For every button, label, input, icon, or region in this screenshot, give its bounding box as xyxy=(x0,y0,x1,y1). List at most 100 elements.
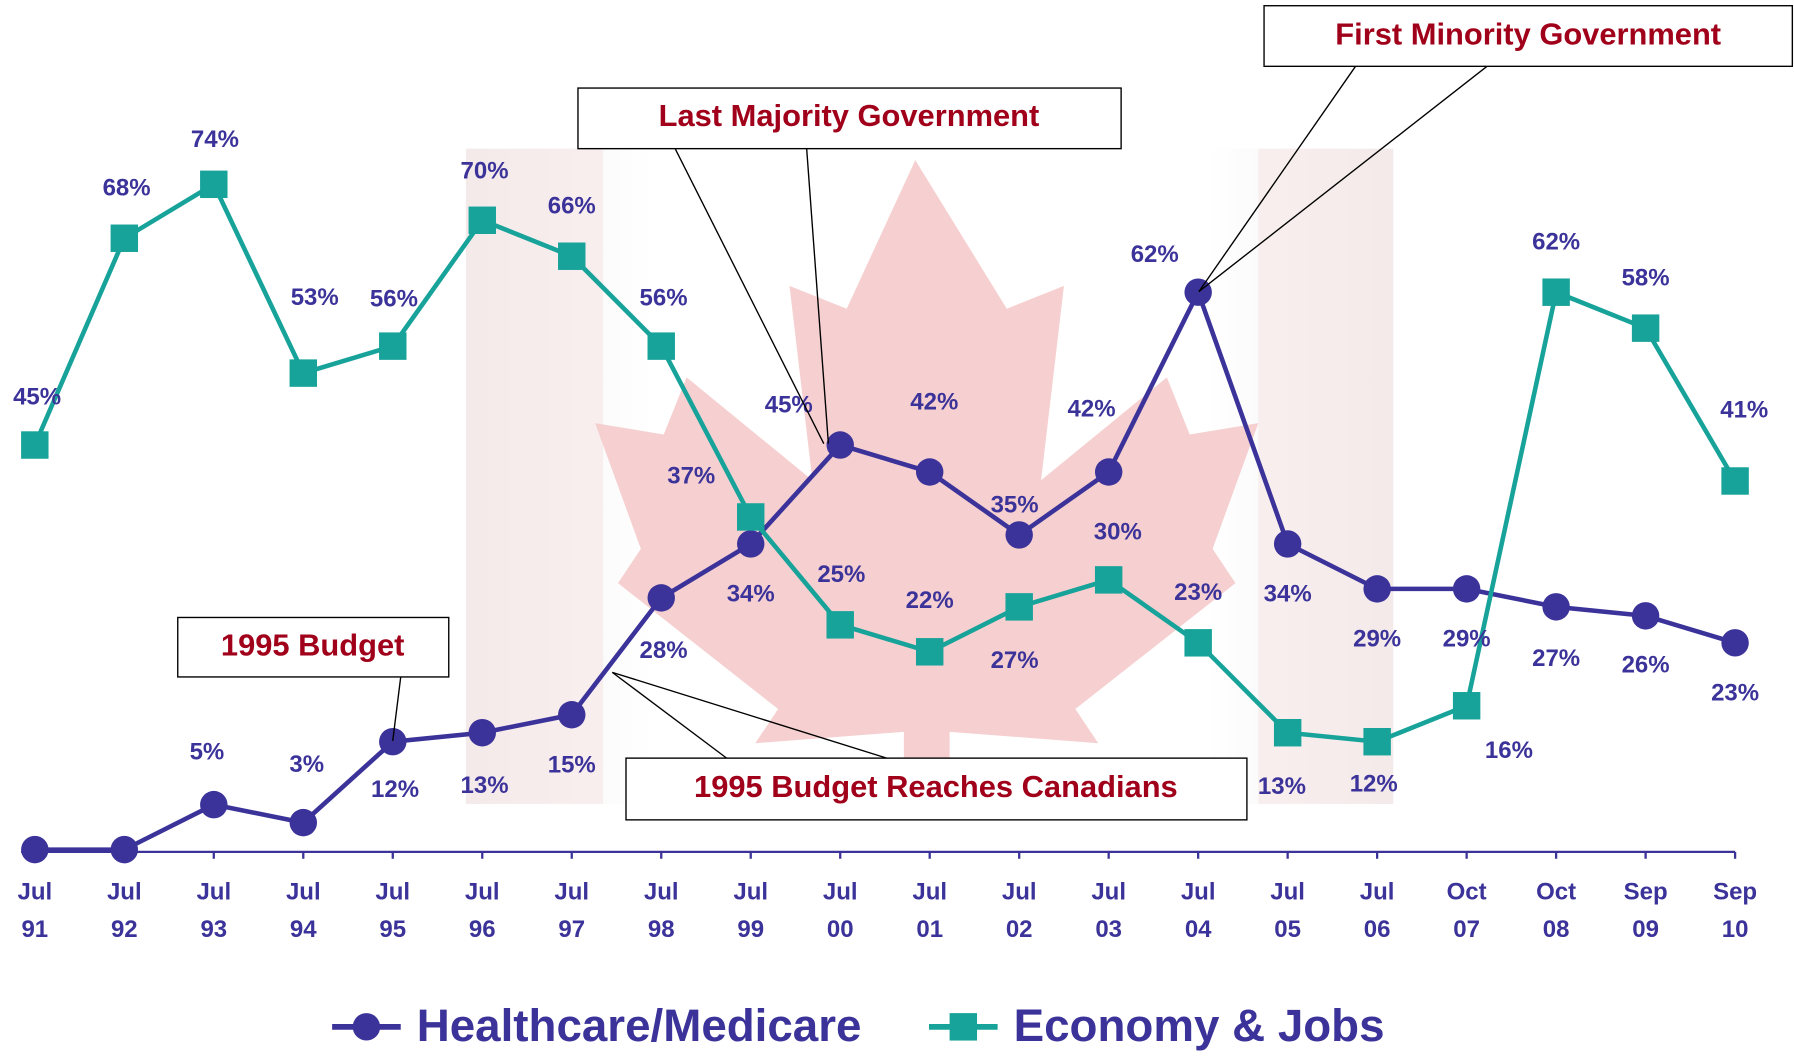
series-line xyxy=(32,181,1738,745)
value-label: 45% xyxy=(765,391,813,418)
point xyxy=(200,790,228,819)
value-label: 62% xyxy=(1532,228,1580,255)
point xyxy=(915,458,944,486)
value-label: 29% xyxy=(1353,626,1401,653)
legend-marker xyxy=(949,1013,978,1041)
x-tick-label: Jul xyxy=(1270,878,1305,905)
point xyxy=(558,701,586,729)
point xyxy=(1273,530,1302,558)
point xyxy=(1721,467,1749,495)
x-tick-label: Jul xyxy=(733,878,768,905)
value-label: 30% xyxy=(1094,518,1142,545)
x-tick-label: 97 xyxy=(558,916,585,943)
x-tick-label: 91 xyxy=(21,916,48,943)
value-label: 62% xyxy=(1131,241,1179,268)
x-tick-label: Sep xyxy=(1624,878,1668,905)
point xyxy=(1542,278,1570,306)
point xyxy=(1452,575,1481,603)
x-tick-label: Jul xyxy=(107,878,142,905)
point xyxy=(21,835,49,864)
x-tick-label: 09 xyxy=(1632,916,1659,943)
point xyxy=(110,835,139,864)
value-label: 53% xyxy=(291,284,339,311)
value-label: 34% xyxy=(1264,581,1312,608)
point xyxy=(1184,278,1212,306)
point xyxy=(1005,521,1033,549)
point xyxy=(379,332,407,360)
point xyxy=(468,206,496,234)
point xyxy=(289,359,318,387)
x-tick-label: Jul xyxy=(644,878,679,905)
annotations: 1995 Budget Last Majority Government Fir… xyxy=(177,5,1794,821)
point xyxy=(1542,593,1570,621)
x-tick-label: 02 xyxy=(1006,916,1033,943)
point xyxy=(1184,629,1212,657)
point xyxy=(737,503,765,531)
point xyxy=(468,719,496,747)
value-label: 28% xyxy=(640,637,688,664)
x-tick-label: Oct xyxy=(1447,878,1487,905)
value-label: 27% xyxy=(991,647,1039,674)
value-label: 70% xyxy=(461,158,509,185)
x-tick-label: Sep xyxy=(1713,878,1757,905)
value-label: 41% xyxy=(1720,397,1768,424)
point xyxy=(1631,314,1660,342)
x-tick-label: Jul xyxy=(1181,878,1216,905)
x-tick-label: 06 xyxy=(1364,916,1391,943)
value-label: 12% xyxy=(371,776,419,803)
value-label: 29% xyxy=(1443,626,1491,653)
value-label: 23% xyxy=(1174,579,1222,606)
x-tick-label: 94 xyxy=(290,916,317,943)
point xyxy=(379,727,407,756)
x-tick-label: Jul xyxy=(465,878,500,905)
x-tick-label: 96 xyxy=(469,916,496,943)
point xyxy=(1452,692,1481,720)
point xyxy=(1721,629,1749,657)
x-tick-label: Jul xyxy=(17,878,52,905)
legend-label: Economy & Jobs xyxy=(1014,1000,1385,1051)
point xyxy=(110,224,139,252)
x-tick-label: 03 xyxy=(1095,916,1122,943)
point xyxy=(1363,727,1391,756)
value-label: 58% xyxy=(1622,264,1670,291)
legend-label: Healthcare/Medicare xyxy=(417,1000,862,1051)
x-tick-label: Jul xyxy=(554,878,589,905)
legend: Healthcare/Medicare Economy & Jobs xyxy=(332,1000,1385,1051)
point xyxy=(21,431,49,459)
point xyxy=(1273,719,1302,747)
x-tick-label: 05 xyxy=(1274,916,1301,943)
value-label: 42% xyxy=(910,389,958,416)
legend-marker xyxy=(352,1013,381,1041)
value-label: 25% xyxy=(817,561,865,588)
x-tick-label: 95 xyxy=(379,916,406,943)
point xyxy=(1094,566,1123,594)
x-tick-label: Jul xyxy=(912,878,947,905)
x-tick-label: Jul xyxy=(1002,878,1037,905)
x-tick-label: Jul xyxy=(286,878,321,905)
value-label: 27% xyxy=(1532,645,1580,672)
x-tick-label: Jul xyxy=(196,878,231,905)
point xyxy=(915,638,944,666)
x-tick-label: Jul xyxy=(375,878,410,905)
point xyxy=(1631,602,1660,630)
value-label: 13% xyxy=(1258,773,1306,800)
x-tick-label: 10 xyxy=(1722,916,1749,943)
annotation: First Minority Government xyxy=(1335,17,1721,52)
value-label: 74% xyxy=(191,126,239,153)
point xyxy=(1094,458,1123,486)
value-label: 13% xyxy=(461,772,509,799)
value-label: 56% xyxy=(640,285,688,312)
point xyxy=(647,584,675,612)
x-tick-label: 07 xyxy=(1453,916,1480,943)
x-tick-label: 00 xyxy=(827,916,854,943)
point xyxy=(826,611,854,639)
value-label: 26% xyxy=(1622,652,1670,679)
annotation: Last Majority Government xyxy=(659,98,1040,133)
x-tick-label: Jul xyxy=(823,878,858,905)
x-tick-label: 99 xyxy=(737,916,764,943)
x-tick-label: Oct xyxy=(1536,878,1576,905)
point xyxy=(647,332,675,360)
annotation: 1995 Budget Reaches Canadians xyxy=(694,769,1178,804)
value-label: 22% xyxy=(906,587,954,614)
